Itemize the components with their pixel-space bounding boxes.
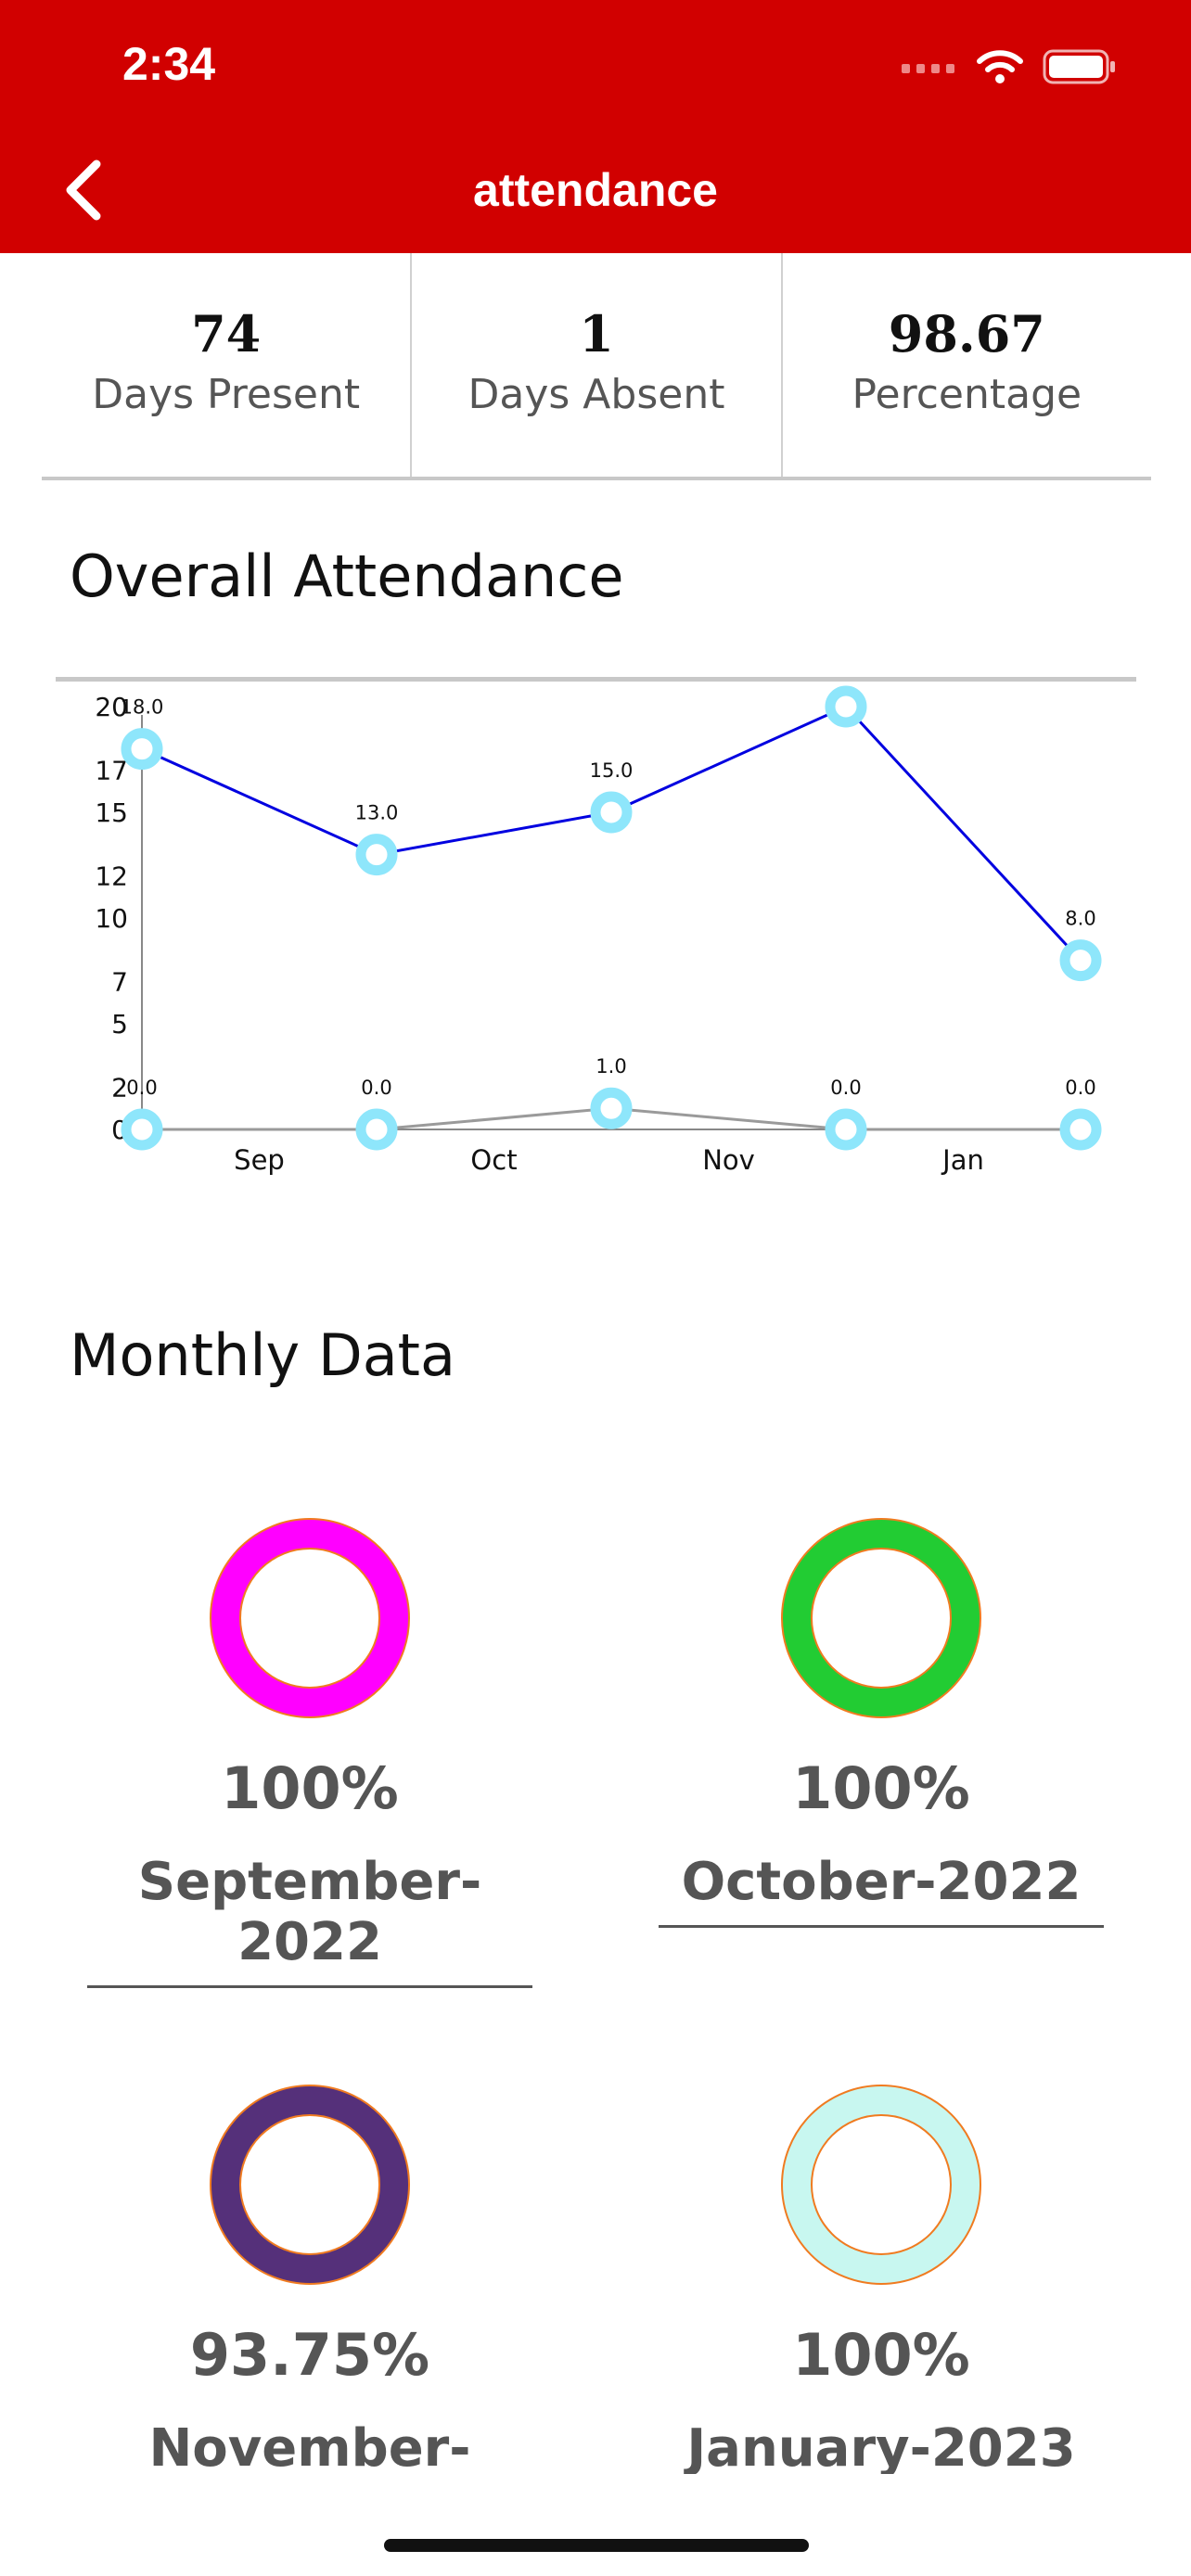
data-label: 8.0 — [1065, 908, 1095, 930]
back-button[interactable] — [56, 153, 111, 227]
y-tick-label: 17 — [95, 755, 128, 785]
app-header: 2:34 attendance — [0, 0, 1191, 253]
data-label: 0.0 — [361, 1077, 391, 1099]
overall-attendance-title: Overall Attendance — [70, 542, 624, 610]
month-progress-ring — [210, 2085, 410, 2285]
series-line — [141, 705, 1082, 962]
chevron-left-icon — [66, 159, 101, 221]
ring-center — [239, 2114, 380, 2255]
data-point — [121, 728, 163, 771]
data-point — [1059, 1108, 1102, 1151]
signal-icon — [902, 64, 954, 73]
month-name: October-2022 — [659, 1852, 1104, 1928]
status-icons — [902, 46, 1117, 87]
month-percent: 100% — [792, 1754, 970, 1822]
stat-days-present: 74 Days Present — [42, 253, 413, 477]
page-title: attendance — [473, 164, 718, 216]
month-percent: 100% — [792, 2321, 970, 2389]
data-point — [121, 1108, 163, 1151]
x-tick-label: Oct — [470, 1144, 517, 1176]
chart-divider — [56, 677, 1136, 682]
y-tick-label: 15 — [95, 797, 128, 828]
month-percent: 100% — [221, 1754, 399, 1822]
data-label: 0.0 — [830, 1077, 861, 1099]
wifi-icon — [977, 50, 1023, 83]
stat-label: Days Present — [92, 371, 361, 418]
month-name: November-2022 — [148, 2418, 471, 2474]
y-tick-label: 5 — [111, 1009, 128, 1039]
data-label: 15.0 — [590, 759, 634, 782]
month-name: January-2023 — [686, 2418, 1076, 2474]
x-tick-label: Nov — [702, 1144, 755, 1176]
attendance-line-chart: 0257101215172022SepOctNovJan18.013.015.0… — [95, 685, 1102, 1176]
data-point — [590, 1087, 633, 1129]
stat-label: Percentage — [852, 371, 1082, 418]
home-indicator — [384, 2539, 809, 2552]
stat-value: 1 — [579, 304, 614, 363]
data-point — [825, 685, 867, 728]
ring-center — [239, 1548, 380, 1689]
month-percent: 93.75% — [189, 2321, 430, 2389]
data-point — [1059, 939, 1102, 982]
data-label: 1.0 — [596, 1055, 626, 1078]
stat-value: 98.67 — [888, 304, 1045, 363]
y-tick-label: 12 — [95, 861, 128, 891]
y-tick-label: 10 — [95, 903, 128, 934]
y-tick-label: 20 — [95, 692, 128, 722]
month-progress-ring — [210, 1518, 410, 1718]
data-label: 0.0 — [1065, 1077, 1095, 1099]
data-label: 13.0 — [355, 802, 399, 824]
ring-center — [811, 1548, 952, 1689]
data-point — [355, 834, 398, 876]
monthly-data-title: Monthly Data — [70, 1321, 455, 1389]
y-tick-label: 7 — [111, 966, 128, 997]
data-label: 0.0 — [126, 1077, 157, 1099]
ring-center — [811, 2114, 952, 2255]
x-tick-label: Sep — [234, 1144, 285, 1176]
data-point — [590, 791, 633, 834]
month-name: September-2022 — [87, 1852, 532, 1988]
x-tick-label: Jan — [941, 1144, 984, 1176]
stat-percentage: 98.67 Percentage — [783, 253, 1151, 477]
y-tick-label: 2 — [111, 1072, 128, 1103]
data-label: 18.0 — [121, 696, 164, 719]
battery-icon — [1043, 49, 1115, 84]
stat-label: Days Absent — [467, 371, 725, 418]
data-point — [825, 1108, 867, 1151]
attendance-summary: 74 Days Present 1 Days Absent 98.67 Perc… — [42, 253, 1151, 480]
month-progress-ring — [781, 1518, 981, 1718]
stat-value: 74 — [191, 304, 262, 363]
month-progress-ring — [781, 2085, 981, 2285]
status-time: 2:34 — [122, 38, 216, 90]
stat-days-absent: 1 Days Absent — [412, 253, 783, 477]
data-point — [355, 1108, 398, 1151]
